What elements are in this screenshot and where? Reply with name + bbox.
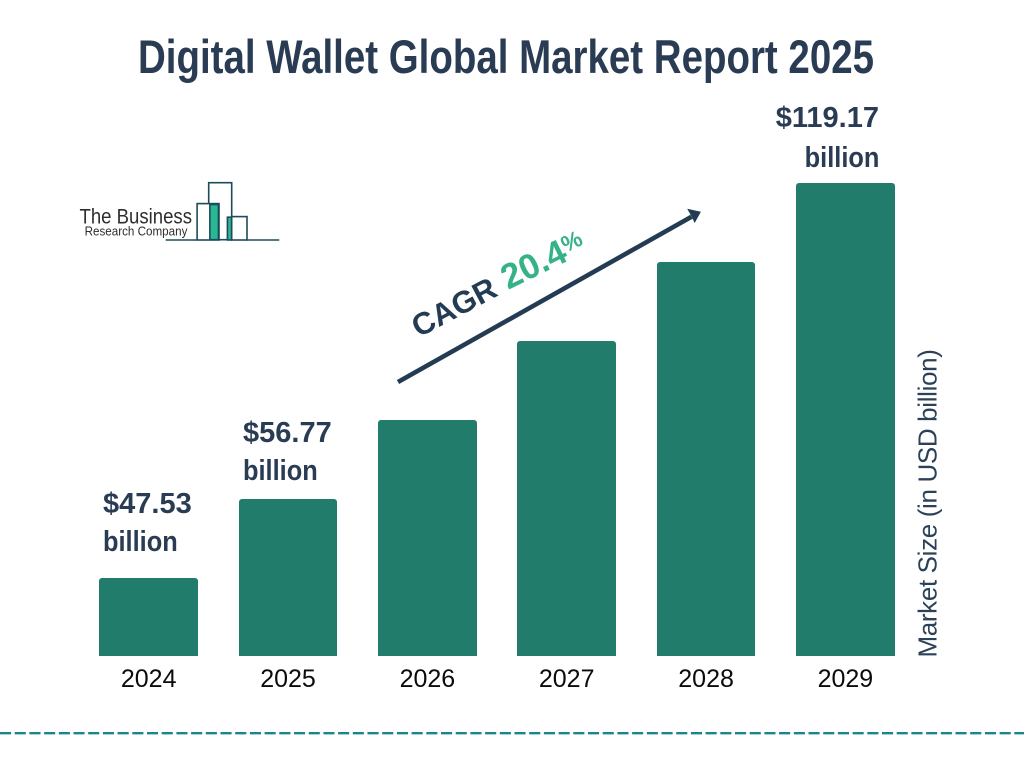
svg-text:20.4%: 20.4% [495, 223, 592, 297]
svg-text:Research Company: Research Company [85, 224, 188, 239]
svg-text:The Business: The Business [80, 206, 193, 229]
svg-text:Digital Wallet Global Market R: Digital Wallet Global Market Report 2025 [138, 30, 874, 83]
